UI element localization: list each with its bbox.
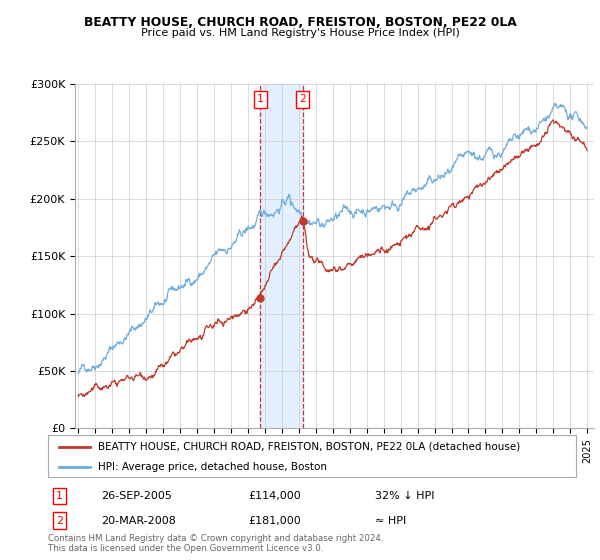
Text: 2: 2 [56, 516, 63, 526]
Text: ≈ HPI: ≈ HPI [376, 516, 407, 526]
Text: 1: 1 [257, 95, 264, 105]
Text: 1: 1 [56, 491, 63, 501]
Text: £181,000: £181,000 [248, 516, 301, 526]
Text: BEATTY HOUSE, CHURCH ROAD, FREISTON, BOSTON, PE22 0LA: BEATTY HOUSE, CHURCH ROAD, FREISTON, BOS… [83, 16, 517, 29]
Bar [260, 84, 302, 428]
Text: £114,000: £114,000 [248, 491, 301, 501]
Text: Contains HM Land Registry data © Crown copyright and database right 2024.
This d: Contains HM Land Registry data © Crown c… [48, 534, 383, 553]
Text: 32% ↓ HPI: 32% ↓ HPI [376, 491, 435, 501]
Text: BEATTY HOUSE, CHURCH ROAD, FREISTON, BOSTON, PE22 0LA (detached house): BEATTY HOUSE, CHURCH ROAD, FREISTON, BOS… [98, 442, 520, 452]
Text: Price paid vs. HM Land Registry's House Price Index (HPI): Price paid vs. HM Land Registry's House … [140, 28, 460, 38]
Text: 26-SEP-2005: 26-SEP-2005 [101, 491, 172, 501]
Text: HPI: Average price, detached house, Boston: HPI: Average price, detached house, Bost… [98, 461, 327, 472]
Text: 2: 2 [299, 95, 306, 105]
Text: 20-MAR-2008: 20-MAR-2008 [101, 516, 176, 526]
